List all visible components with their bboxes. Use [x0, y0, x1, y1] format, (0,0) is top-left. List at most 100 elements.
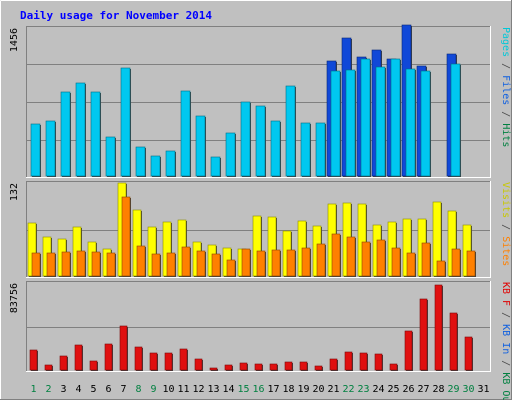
bar-pages-day-4 — [75, 82, 86, 177]
legend-part: Hits — [500, 123, 511, 147]
bar-kb-f-day-undefined — [239, 362, 248, 371]
day-label: 3 — [60, 384, 66, 395]
bar-kb-f-day-undefined — [164, 352, 173, 371]
bar-kb-f-day-undefined — [284, 361, 293, 371]
bar-kb-f-day-undefined — [74, 344, 83, 371]
bar-kb-f-day-undefined — [404, 330, 413, 371]
y-max-label: 1456 — [9, 28, 20, 52]
bar-pages-day-3 — [60, 91, 71, 177]
bar-sites-day-undefined — [181, 246, 191, 277]
bar-pages-day-6 — [105, 136, 116, 177]
bar-kb-f-day-undefined — [209, 367, 218, 371]
bar-sites-day-undefined — [286, 249, 296, 277]
panel-pages-files-hits: 1456 Pages / Files / Hits — [9, 24, 511, 178]
day-label: 11 — [177, 384, 189, 395]
bar-kb-f-day-undefined — [359, 352, 368, 371]
bar-kb-f-day-undefined — [344, 351, 353, 371]
legend-part: / — [500, 306, 511, 324]
bar-kb-f-day-undefined — [419, 298, 428, 371]
bar-kb-f-day-undefined — [224, 364, 233, 371]
day-label: 27 — [417, 384, 429, 395]
bar-sites-day-undefined — [61, 251, 71, 277]
bar-sites-day-undefined — [421, 242, 431, 277]
bar-pages-day-13 — [210, 156, 221, 177]
bar-sites-day-undefined — [196, 250, 206, 277]
bar-sites-day-undefined — [436, 260, 446, 277]
bar-pages-day-16 — [255, 105, 266, 177]
day-label: 25 — [387, 384, 399, 395]
day-label: 21 — [327, 384, 339, 395]
chart-title: Daily usage for November 2014 — [20, 9, 212, 22]
legend-part: Files — [500, 75, 511, 105]
day-label: 16 — [252, 384, 264, 395]
bar-kb-f-day-undefined — [104, 343, 113, 371]
day-label: 7 — [120, 384, 126, 395]
right-legend-label: KB F / KB In / KB Out — [500, 282, 511, 400]
day-label: 1 — [30, 384, 36, 395]
bar-kb-f-day-undefined — [254, 363, 263, 371]
bar-pages-day-15 — [240, 101, 251, 177]
bar-kb-f-day-undefined — [149, 352, 158, 371]
bar-pages-day-10 — [165, 150, 176, 177]
bar-kb-f-day-undefined — [299, 361, 308, 371]
day-label: 20 — [312, 384, 324, 395]
legend-part: KB F — [500, 282, 511, 306]
bar-kb-f-day-undefined — [449, 312, 458, 371]
bar-sites-day-undefined — [76, 250, 86, 277]
bar-kb-f-day-undefined — [134, 346, 143, 371]
bar-pages-day-27 — [420, 70, 431, 177]
legend-part: Sites — [500, 236, 511, 266]
panel-kbytes: 83756 KB F / KB In / KB Out — [9, 281, 511, 400]
bar-pages-day-29 — [450, 63, 461, 177]
bar-sites-day-undefined — [31, 252, 41, 277]
bar-sites-day-undefined — [391, 247, 401, 277]
bar-pages-day-25 — [390, 58, 401, 177]
day-label: 31 — [477, 384, 489, 395]
legend-part: KB Out — [500, 372, 511, 400]
bar-sites-day-undefined — [151, 253, 161, 277]
bar-pages-day-12 — [195, 115, 206, 177]
day-label: 12 — [192, 384, 204, 395]
bar-kb-f-day-undefined — [434, 284, 443, 371]
day-label: 28 — [432, 384, 444, 395]
day-label: 6 — [105, 384, 111, 395]
bar-sites-day-undefined — [241, 248, 251, 277]
bar-pages-day-20 — [315, 122, 326, 177]
bar-kb-f-day-undefined — [314, 365, 323, 371]
bar-kb-f-day-undefined — [389, 363, 398, 371]
bar-sites-day-undefined — [211, 253, 221, 277]
bar-pages-day-7 — [120, 67, 131, 177]
bar-sites-day-undefined — [271, 249, 281, 277]
bar-kb-f-day-undefined — [89, 360, 98, 371]
bar-sites-day-undefined — [406, 252, 416, 277]
legend-part: / — [500, 105, 511, 123]
bar-kb-f-day-undefined — [29, 349, 38, 371]
day-label: 17 — [267, 384, 279, 395]
bar-kb-f-day-undefined — [269, 363, 278, 371]
bar-pages-day-11 — [180, 90, 191, 177]
legend-part: / — [500, 354, 511, 372]
bar-sites-day-undefined — [91, 251, 101, 277]
bar-kb-f-day-undefined — [44, 364, 53, 371]
day-label: 18 — [282, 384, 294, 395]
bar-pages-day-18 — [285, 85, 296, 177]
bar-pages-day-2 — [45, 120, 56, 177]
bar-sites-day-undefined — [136, 245, 146, 277]
bar-sites-day-undefined — [46, 252, 56, 277]
day-label: 24 — [372, 384, 384, 395]
day-label: 10 — [162, 384, 174, 395]
bar-pages-day-8 — [135, 146, 146, 177]
day-label: 2 — [45, 384, 51, 395]
plot-area — [26, 281, 491, 372]
day-label: 26 — [402, 384, 414, 395]
right-legend-label: Pages / Files / Hits — [500, 27, 511, 147]
bar-sites-day-undefined — [376, 239, 386, 277]
day-label: 30 — [462, 384, 474, 395]
bar-kb-f-day-undefined — [329, 358, 338, 371]
day-label: 29 — [447, 384, 459, 395]
bar-pages-day-22 — [345, 69, 356, 177]
bar-sites-day-undefined — [451, 248, 461, 277]
bar-pages-day-9 — [150, 155, 161, 177]
day-label: 13 — [207, 384, 219, 395]
